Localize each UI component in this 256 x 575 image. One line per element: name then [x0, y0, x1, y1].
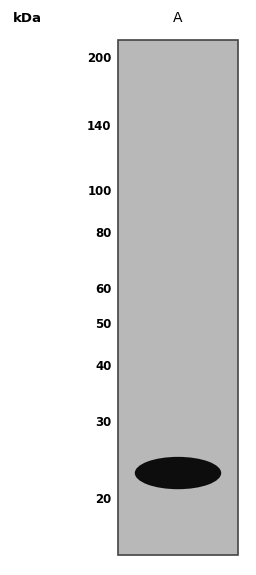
- Text: 140: 140: [87, 120, 112, 133]
- Text: 50: 50: [95, 317, 112, 331]
- Text: 20: 20: [95, 493, 112, 507]
- Text: 200: 200: [87, 52, 112, 65]
- Text: 80: 80: [95, 228, 112, 240]
- Ellipse shape: [135, 457, 221, 489]
- Text: 30: 30: [95, 416, 112, 428]
- FancyBboxPatch shape: [118, 40, 238, 555]
- Text: 100: 100: [87, 185, 112, 198]
- Text: A: A: [173, 11, 183, 25]
- Text: 40: 40: [95, 361, 112, 373]
- Text: kDa: kDa: [13, 12, 42, 25]
- Text: 60: 60: [95, 283, 112, 296]
